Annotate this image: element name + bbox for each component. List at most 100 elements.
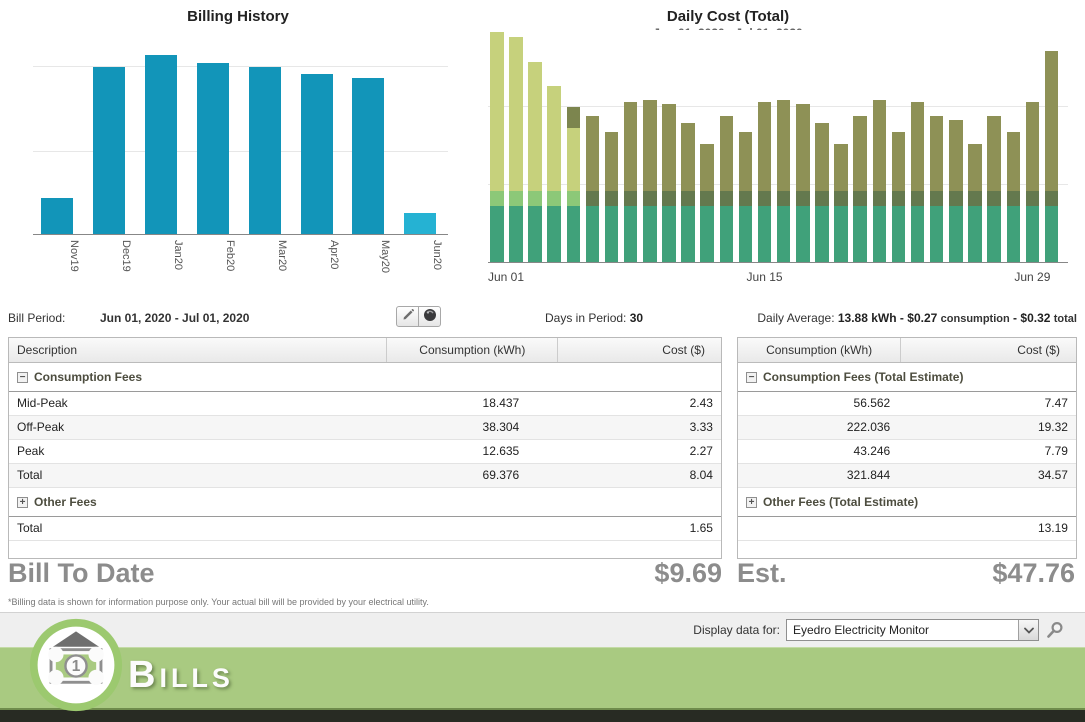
mid-segment bbox=[815, 191, 829, 206]
table-row: 13.19 bbox=[738, 517, 1076, 541]
table-cell: 38.304 bbox=[482, 420, 520, 434]
billing-bar[interactable] bbox=[300, 74, 333, 234]
base-segment bbox=[719, 206, 734, 262]
fee-group-row[interactable]: + Other Fees bbox=[9, 488, 721, 517]
billing-history-plot bbox=[33, 44, 448, 235]
daily-bar[interactable] bbox=[910, 102, 925, 262]
table-cell: Total bbox=[17, 521, 43, 535]
billing-bar[interactable] bbox=[248, 67, 281, 234]
banner-divider bbox=[0, 708, 1085, 710]
daily-bar[interactable] bbox=[929, 116, 944, 262]
table-row: Off-Peak 38.304 3.33 bbox=[9, 416, 721, 440]
mid-segment bbox=[891, 191, 906, 206]
bill-to-date-table: Description Consumption (kWh) Cost ($) − Con… bbox=[8, 337, 722, 559]
x-axis-label: Jun20 bbox=[431, 240, 444, 270]
table-header-row: Description Consumption (kWh) Cost ($) bbox=[9, 338, 721, 363]
daily-bar[interactable] bbox=[662, 104, 676, 262]
device-select[interactable]: Eyedro Electricity Monitor bbox=[786, 619, 1039, 641]
table-cell bbox=[386, 517, 557, 540]
table-row: Mid-Peak 18.437 2.43 bbox=[9, 392, 721, 416]
estimate-label: Est. bbox=[737, 558, 787, 588]
daily-bar[interactable] bbox=[891, 132, 906, 262]
base-segment bbox=[796, 206, 810, 262]
x-axis-label: Jun 15 bbox=[746, 270, 783, 284]
table-cell: 13.19 bbox=[1037, 521, 1068, 535]
gridline bbox=[33, 151, 448, 153]
x-axis-label: Apr20 bbox=[327, 240, 340, 270]
separator: - bbox=[899, 311, 904, 325]
daily-bar[interactable] bbox=[700, 144, 714, 262]
daily-bar[interactable] bbox=[776, 100, 791, 262]
expand-icon: + bbox=[17, 496, 28, 508]
mid-segment bbox=[910, 191, 925, 206]
daily-bar[interactable] bbox=[853, 116, 867, 262]
table-row: 56.562 7.47 bbox=[738, 392, 1076, 416]
mid-segment bbox=[643, 191, 657, 206]
table-header-row: Consumption (kWh) Cost ($) bbox=[738, 338, 1076, 363]
table-cell bbox=[738, 517, 900, 540]
daily-bar[interactable] bbox=[604, 132, 619, 262]
daily-bar[interactable] bbox=[1044, 51, 1059, 262]
billing-bar[interactable] bbox=[352, 78, 385, 234]
daily-bar[interactable] bbox=[834, 144, 848, 262]
daily-bar[interactable] bbox=[623, 102, 638, 262]
table-cell: 69.376 bbox=[482, 468, 520, 482]
x-axis-label: Feb20 bbox=[223, 240, 236, 272]
table-cell: 43.246 bbox=[853, 444, 891, 458]
daily-bar[interactable] bbox=[872, 100, 887, 262]
daily-bar[interactable] bbox=[528, 62, 542, 262]
bills-wordmark: Bills bbox=[128, 654, 234, 696]
base-segment bbox=[968, 206, 982, 262]
billing-bar[interactable] bbox=[92, 67, 125, 234]
base-segment bbox=[891, 206, 906, 262]
daily-bar[interactable] bbox=[949, 120, 963, 262]
x-axis-label: Mar20 bbox=[275, 240, 288, 272]
base-segment bbox=[1006, 206, 1020, 262]
mid-segment bbox=[1006, 191, 1020, 206]
fee-group-row[interactable]: + Other Fees (Total Estimate) bbox=[738, 488, 1076, 517]
base-segment bbox=[815, 206, 829, 262]
table-cell: Total bbox=[17, 468, 43, 482]
daily-bar[interactable] bbox=[719, 116, 734, 262]
daily-bar[interactable] bbox=[987, 116, 1001, 262]
mid-segment bbox=[968, 191, 982, 206]
search-device-button[interactable] bbox=[1046, 621, 1064, 639]
base-segment bbox=[757, 206, 772, 262]
daily-bar[interactable] bbox=[547, 86, 561, 262]
daily-bar[interactable] bbox=[509, 37, 523, 262]
edit-bill-period-button[interactable] bbox=[396, 306, 419, 327]
daily-bar[interactable] bbox=[757, 102, 772, 262]
billing-bar[interactable] bbox=[196, 63, 229, 234]
billing-bar[interactable] bbox=[144, 55, 177, 234]
base-segment bbox=[872, 206, 887, 262]
daily-bar[interactable] bbox=[585, 116, 600, 262]
billing-bar[interactable] bbox=[404, 213, 437, 234]
magnifier-icon bbox=[1046, 621, 1064, 642]
base-segment bbox=[681, 206, 695, 262]
display-data-for-label: Display data for: bbox=[693, 623, 780, 637]
table-cell: 3.33 bbox=[689, 420, 713, 434]
daily-bar[interactable] bbox=[643, 100, 657, 262]
daily-bar[interactable] bbox=[738, 132, 753, 262]
table-row: Peak 12.635 2.27 bbox=[9, 440, 721, 464]
daily-bar[interactable] bbox=[490, 32, 504, 262]
refresh-bill-period-button[interactable] bbox=[418, 306, 441, 327]
daily-bar[interactable] bbox=[566, 107, 581, 262]
daily-cost-chart: Daily Cost (Total) Jun 01, 2020 - Jul 01… bbox=[480, 4, 1080, 300]
daily-bar[interactable] bbox=[1025, 102, 1040, 262]
bill-period-label: Bill Period: bbox=[8, 311, 66, 325]
billing-bar[interactable] bbox=[41, 198, 73, 234]
base-segment bbox=[987, 206, 1001, 262]
fee-group-row[interactable]: − Consumption Fees (Total Estimate) bbox=[738, 363, 1076, 392]
daily-bar[interactable] bbox=[968, 144, 982, 262]
expand-icon: + bbox=[746, 496, 757, 508]
fee-group-label: Other Fees bbox=[34, 495, 97, 509]
fee-group-row[interactable]: − Consumption Fees bbox=[9, 363, 721, 392]
daily-bar[interactable] bbox=[796, 104, 810, 262]
table-cell: 2.27 bbox=[689, 444, 713, 458]
daily-bar[interactable] bbox=[815, 123, 829, 262]
x-axis-label: May20 bbox=[379, 240, 392, 274]
daily-bar[interactable] bbox=[681, 123, 695, 262]
daily-bar[interactable] bbox=[1006, 132, 1020, 262]
table-cell: 12.635 bbox=[482, 444, 520, 458]
